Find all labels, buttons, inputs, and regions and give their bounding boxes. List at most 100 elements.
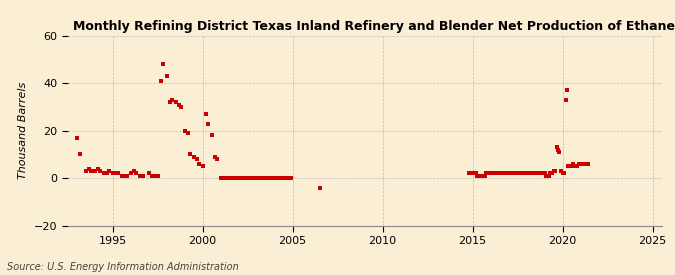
- Point: [251, 176, 262, 180]
- Point: [473, 174, 484, 178]
- Point: [234, 176, 245, 180]
- Point: [197, 164, 208, 168]
- Point: [230, 176, 241, 180]
- Point: [522, 171, 533, 175]
- Point: [194, 162, 205, 166]
- Point: [259, 176, 269, 180]
- Point: [569, 164, 580, 168]
- Point: [529, 171, 539, 175]
- Point: [489, 171, 500, 175]
- Point: [583, 162, 593, 166]
- Point: [563, 164, 574, 168]
- Point: [509, 171, 520, 175]
- Point: [185, 152, 196, 156]
- Point: [504, 171, 515, 175]
- Point: [514, 171, 524, 175]
- Point: [271, 176, 281, 180]
- Point: [543, 174, 554, 178]
- Point: [500, 171, 511, 175]
- Point: [242, 176, 253, 180]
- Point: [232, 176, 242, 180]
- Point: [182, 131, 193, 135]
- Point: [238, 176, 248, 180]
- Point: [472, 174, 483, 178]
- Point: [152, 174, 163, 178]
- Point: [283, 176, 294, 180]
- Point: [212, 157, 223, 161]
- Point: [209, 155, 220, 159]
- Point: [95, 169, 106, 173]
- Point: [542, 174, 553, 178]
- Point: [275, 176, 286, 180]
- Point: [536, 171, 547, 175]
- Point: [566, 164, 577, 168]
- Point: [548, 169, 559, 173]
- Point: [261, 176, 272, 180]
- Point: [515, 171, 526, 175]
- Point: [254, 176, 265, 180]
- Point: [71, 136, 82, 140]
- Point: [562, 88, 572, 92]
- Point: [86, 169, 97, 173]
- Point: [155, 79, 166, 83]
- Point: [499, 171, 510, 175]
- Point: [229, 176, 240, 180]
- Point: [475, 174, 485, 178]
- Point: [527, 171, 538, 175]
- Point: [284, 176, 295, 180]
- Point: [512, 171, 523, 175]
- Point: [530, 171, 541, 175]
- Point: [520, 171, 531, 175]
- Point: [101, 171, 112, 175]
- Point: [219, 176, 230, 180]
- Point: [524, 171, 535, 175]
- Point: [266, 176, 277, 180]
- Point: [191, 157, 202, 161]
- Point: [268, 176, 279, 180]
- Point: [556, 169, 566, 173]
- Point: [477, 174, 488, 178]
- Point: [260, 176, 271, 180]
- Point: [256, 176, 267, 180]
- Point: [134, 174, 145, 178]
- Point: [482, 171, 493, 175]
- Point: [470, 171, 481, 175]
- Point: [244, 176, 254, 180]
- Point: [281, 176, 292, 180]
- Point: [521, 171, 532, 175]
- Point: [113, 171, 124, 175]
- Point: [89, 169, 100, 173]
- Point: [223, 176, 234, 180]
- Point: [570, 164, 581, 168]
- Point: [179, 128, 190, 133]
- Point: [246, 176, 257, 180]
- Point: [248, 176, 259, 180]
- Point: [553, 147, 564, 152]
- Point: [167, 98, 178, 102]
- Point: [495, 171, 506, 175]
- Point: [494, 171, 505, 175]
- Text: Monthly Refining District Texas Inland Refinery and Blender Net Production of Et: Monthly Refining District Texas Inland R…: [74, 20, 675, 33]
- Point: [572, 164, 583, 168]
- Point: [221, 176, 232, 180]
- Point: [158, 62, 169, 66]
- Point: [503, 171, 514, 175]
- Point: [146, 174, 157, 178]
- Point: [484, 171, 495, 175]
- Point: [233, 176, 244, 180]
- Point: [217, 176, 227, 180]
- Point: [236, 176, 247, 180]
- Point: [508, 171, 518, 175]
- Point: [215, 176, 226, 180]
- Point: [488, 171, 499, 175]
- Point: [98, 171, 109, 175]
- Point: [278, 176, 289, 180]
- Point: [263, 176, 274, 180]
- Point: [493, 171, 504, 175]
- Point: [173, 102, 184, 107]
- Point: [149, 174, 160, 178]
- Point: [538, 171, 549, 175]
- Point: [481, 171, 491, 175]
- Y-axis label: Thousand Barrels: Thousand Barrels: [18, 82, 28, 179]
- Point: [218, 176, 229, 180]
